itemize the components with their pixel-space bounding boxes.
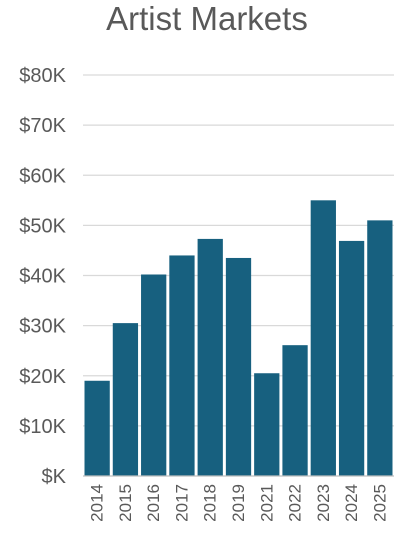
y-tick-label: $70K <box>19 115 66 137</box>
x-tick-label: 2018 <box>201 484 220 522</box>
bar-2022 <box>282 345 308 476</box>
y-tick-label: $K <box>42 466 67 488</box>
y-tick-label: $40K <box>19 266 66 288</box>
bar-2015 <box>112 323 139 476</box>
bar-2019 <box>225 257 252 476</box>
bar-2018 <box>197 238 223 476</box>
x-tick-label: 2015 <box>116 484 135 522</box>
bar-2014 <box>84 380 110 476</box>
x-tick-label: 2014 <box>88 484 107 522</box>
x-axis-ticks: 2014 2015 2016 2017 2018 2019 2021 2022 2023 2024… <box>88 484 390 522</box>
y-tick-label: $80K <box>19 65 66 87</box>
y-tick-label: $50K <box>19 215 66 237</box>
x-tick-label: 2022 <box>286 484 305 522</box>
x-tick-label: 2019 <box>229 484 248 522</box>
chart-title: Artist Markets <box>106 0 308 37</box>
y-tick-label: $20K <box>19 366 66 388</box>
x-tick-label: 2025 <box>370 484 389 522</box>
x-tick-label: 2024 <box>342 484 361 522</box>
bar-2025 <box>367 220 393 476</box>
x-tick-label: 2023 <box>314 484 333 522</box>
bar-2024 <box>338 240 365 476</box>
bars <box>84 200 393 476</box>
y-tick-label: $10K <box>19 416 66 438</box>
y-tick-label: $30K <box>19 316 66 338</box>
x-tick-label: 2017 <box>172 484 191 522</box>
bar-2016 <box>141 274 167 476</box>
x-tick-label: 2016 <box>144 484 163 522</box>
y-tick-label: $60K <box>19 165 66 187</box>
x-tick-label: 2021 <box>257 484 276 522</box>
bar-2021 <box>254 373 280 476</box>
y-axis-ticks: $K $10K $20K $30K $40K $50K $60K $70K $80K <box>19 65 66 488</box>
bar-2023 <box>310 200 336 476</box>
bar-2017 <box>169 255 195 476</box>
